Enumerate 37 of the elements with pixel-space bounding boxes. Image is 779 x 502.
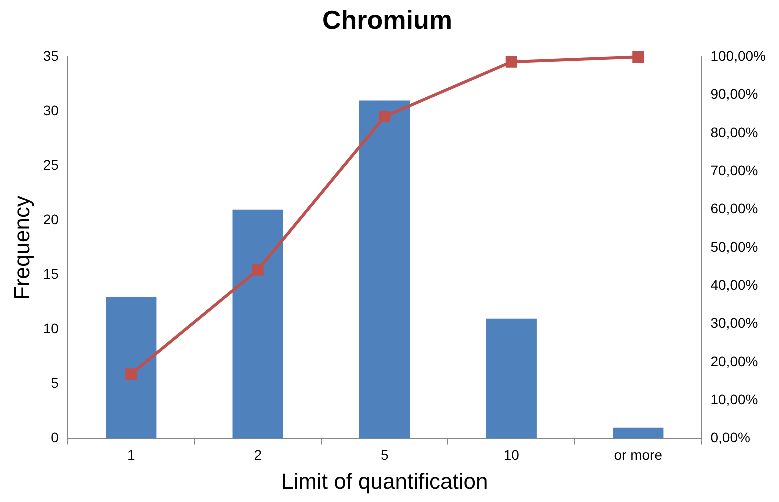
- y2-tick-label: 20,00%: [710, 353, 758, 370]
- bar: [106, 297, 157, 439]
- y-tick-label: 25: [43, 157, 60, 174]
- x-axis-title: Limit of quantification: [282, 468, 488, 494]
- x-tick-label: or more: [614, 447, 663, 464]
- chart-title: Chromium: [322, 4, 452, 35]
- y-tick-label: 35: [43, 48, 60, 64]
- bar: [360, 100, 410, 439]
- y2-tick-label: 50,00%: [710, 238, 758, 255]
- y-tick-label: 0: [51, 430, 60, 446]
- y2-tick-label: 70,00%: [710, 162, 758, 179]
- y2-tick-label: 60,00%: [710, 200, 758, 217]
- point: [126, 368, 138, 380]
- bar: [613, 428, 664, 439]
- y-tick-label: 10: [43, 320, 60, 337]
- y-tick-label: 5: [51, 375, 60, 392]
- point: [252, 264, 264, 276]
- x-tick-label: 10: [504, 447, 520, 464]
- point: [632, 51, 644, 63]
- x-tick-label: 5: [380, 447, 389, 464]
- bar: [232, 210, 284, 439]
- point: [379, 110, 391, 122]
- y-tick-label: 15: [43, 266, 60, 282]
- y-tick-label: 20: [43, 212, 60, 228]
- bar: [486, 318, 537, 439]
- x-tick-label: 2: [254, 447, 262, 464]
- y2-tick-label: 80,00%: [710, 124, 758, 140]
- y-tick-label: 30: [43, 102, 60, 119]
- y2-tick-label: 90,00%: [710, 86, 758, 102]
- y2-tick-label: 0,00%: [710, 430, 750, 446]
- y2-tick-label: 10,00%: [710, 392, 758, 408]
- y2-tick-label: 30,00%: [710, 315, 758, 332]
- x-tick-label: 1: [127, 447, 136, 464]
- y2-tick-label: 40,00%: [710, 277, 758, 294]
- y-axis-title: Frequency: [9, 196, 34, 300]
- y2-tick-label: 100,00%: [710, 48, 766, 64]
- point: [506, 56, 518, 68]
